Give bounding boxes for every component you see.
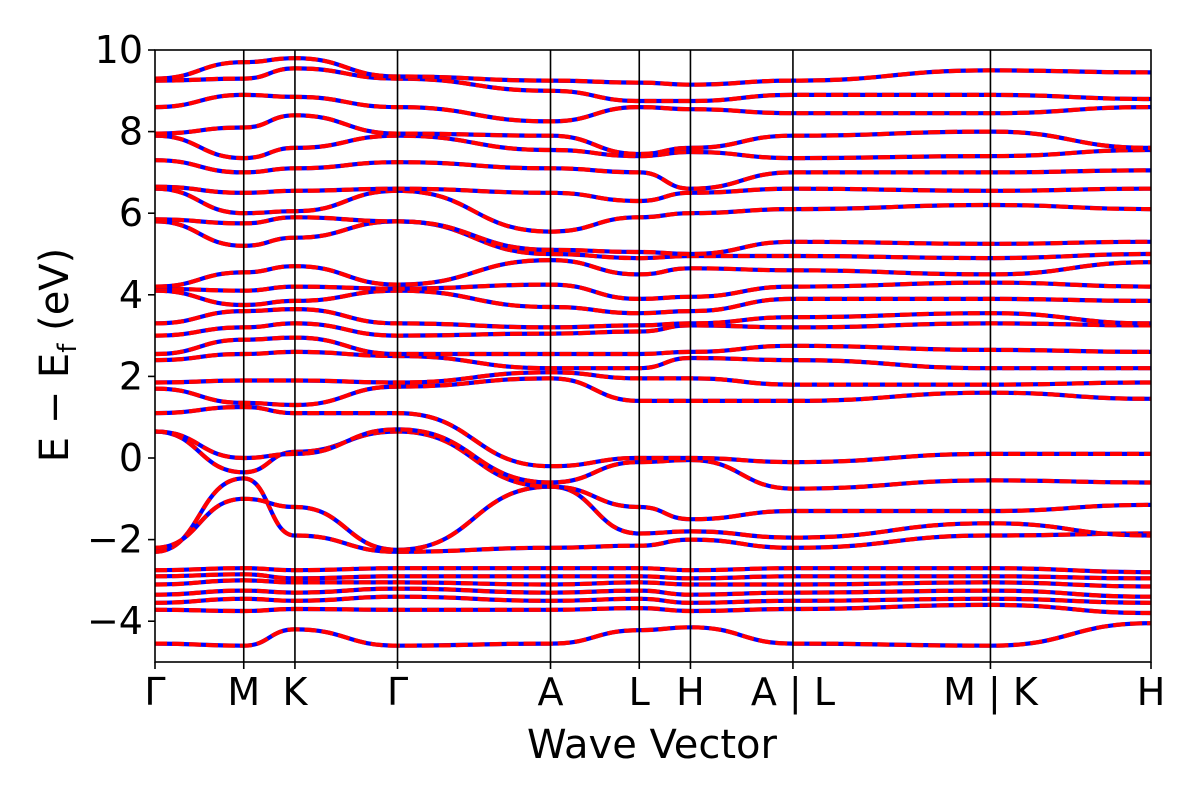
band-15-spin-up-line (155, 349, 1151, 371)
band-27 (155, 133, 1151, 161)
y-axis-label-subscript: f (53, 343, 83, 353)
plot-frame (154, 49, 1152, 663)
band-20-spin-up-line (155, 280, 1151, 302)
band-1-spin-up-line (155, 621, 1151, 648)
band-23 (155, 215, 1151, 257)
band-29 (155, 92, 1151, 124)
band-26 (155, 158, 1151, 191)
y-tick-label: 2 (119, 354, 143, 398)
x-tick-label: Γ (144, 670, 165, 714)
band-12-spin-up-line (155, 404, 1151, 469)
band-19-spin-up-line (155, 288, 1151, 316)
band-17-spin-up-line (155, 321, 1151, 338)
band-17 (155, 321, 1151, 338)
x-tick-label: H (1137, 670, 1166, 714)
band-11 (155, 427, 1151, 491)
band-5 (155, 578, 1151, 589)
band-9 (155, 484, 1151, 552)
x-tick-label: L (629, 670, 650, 714)
band-13-spin-up-line (155, 376, 1151, 408)
band-24-spin-up-line (155, 186, 1151, 234)
y-axis-label: E − Ef (eV) (32, 248, 83, 463)
band-20 (155, 280, 1151, 302)
band-1-spin-down-line (155, 621, 1151, 648)
band-24 (155, 186, 1151, 234)
band-6-spin-up-line (155, 572, 1151, 581)
x-tick-label: M (227, 670, 260, 714)
band-16-spin-up-line (155, 335, 1151, 357)
band-6 (155, 572, 1151, 581)
x-tick-label: A | L (751, 670, 835, 715)
bands-layer (155, 56, 1151, 648)
band-14 (155, 370, 1151, 387)
y-axis-label-main: E − E (32, 353, 78, 463)
y-tick-label: 10 (95, 28, 143, 72)
band-5-spin-up-line (155, 578, 1151, 589)
band-4 (155, 586, 1151, 599)
band-25-spin-up-line (155, 184, 1151, 204)
band-25 (155, 184, 1151, 204)
band-14-spin-up-line (155, 370, 1151, 387)
x-tick-label: H (676, 670, 705, 714)
band-8-spin-up-line (155, 476, 1151, 554)
band-8 (155, 476, 1151, 554)
y-tick-label: 8 (119, 110, 143, 154)
band-2 (155, 602, 1151, 616)
band-9-spin-up-line (155, 484, 1151, 552)
band-21-spin-up-line (155, 257, 1151, 289)
band-30-spin-up-line (155, 66, 1151, 104)
band-23-spin-up-line (155, 215, 1151, 257)
band-18 (155, 306, 1151, 330)
band-28 (155, 113, 1151, 157)
band-18-spin-up-line (155, 306, 1151, 330)
y-axis-ticks: −4 −2 0 2 4 6 8 10 (87, 28, 155, 643)
y-tick-label: 4 (119, 273, 143, 317)
band-10-spin-up-line (155, 429, 1151, 522)
band-27-spin-up-line (155, 133, 1151, 161)
band-1 (155, 621, 1151, 648)
band-29-spin-up-line (155, 92, 1151, 124)
band-21 (155, 257, 1151, 289)
x-tick-label: K (282, 670, 308, 714)
band-10 (155, 429, 1151, 522)
y-tick-label: −2 (87, 518, 143, 562)
x-axis-label: Wave Vector (527, 722, 778, 768)
band-20-spin-down-line (155, 280, 1151, 302)
band-4-spin-up-line (155, 586, 1151, 599)
band-2-spin-up-line (155, 602, 1151, 616)
x-tick-label: Γ (387, 670, 408, 714)
y-tick-label: −4 (87, 599, 143, 643)
band-3-spin-up-line (155, 594, 1151, 605)
band-9-spin-down-line (155, 484, 1151, 552)
y-tick-label: 6 (119, 191, 143, 235)
band-13 (155, 376, 1151, 408)
band-12 (155, 404, 1151, 469)
band-3 (155, 594, 1151, 605)
band-8-spin-down-line (155, 476, 1151, 554)
x-tick-label: A (538, 670, 564, 714)
band-16 (155, 335, 1151, 357)
band-11-spin-up-line (155, 427, 1151, 491)
band-19 (155, 288, 1151, 316)
band-7-spin-up-line (155, 566, 1151, 575)
band-22-spin-up-line (155, 219, 1151, 261)
band-30 (155, 66, 1151, 104)
y-axis-label-unit: (eV) (32, 248, 78, 344)
band-26-spin-up-line (155, 158, 1151, 191)
y-tick-label: 0 (119, 436, 143, 480)
kpoint-dividers (242, 50, 992, 662)
band-31 (155, 56, 1151, 87)
band-7 (155, 566, 1151, 575)
band-28-spin-up-line (155, 113, 1151, 157)
band-22 (155, 219, 1151, 261)
x-tick-label: M | K (943, 670, 1039, 715)
band-31-spin-up-line (155, 56, 1151, 87)
band-15 (155, 349, 1151, 371)
